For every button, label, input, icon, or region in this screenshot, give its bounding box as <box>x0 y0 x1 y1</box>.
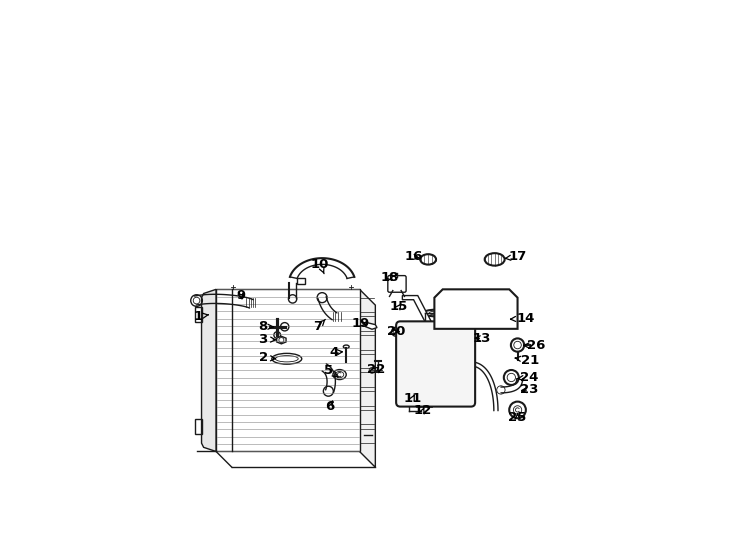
Text: 2: 2 <box>258 352 275 365</box>
Ellipse shape <box>391 327 401 336</box>
Text: 13: 13 <box>473 332 491 345</box>
Polygon shape <box>435 289 517 329</box>
Text: 17: 17 <box>505 251 527 264</box>
Polygon shape <box>366 322 377 329</box>
Text: 1: 1 <box>194 310 208 323</box>
Text: 5: 5 <box>324 364 338 377</box>
Ellipse shape <box>484 253 505 266</box>
Polygon shape <box>277 336 286 344</box>
Ellipse shape <box>335 372 344 377</box>
Text: 21: 21 <box>515 354 539 367</box>
Text: 20: 20 <box>387 325 405 338</box>
Text: 16: 16 <box>404 251 423 264</box>
Text: 3: 3 <box>258 333 275 346</box>
Text: 8: 8 <box>258 320 274 333</box>
Text: 15: 15 <box>390 300 408 313</box>
Ellipse shape <box>421 254 436 265</box>
Text: 4: 4 <box>329 346 342 359</box>
Polygon shape <box>402 295 435 330</box>
Text: 23: 23 <box>520 383 538 396</box>
Text: 18: 18 <box>380 271 399 284</box>
FancyBboxPatch shape <box>396 321 475 407</box>
Text: 22: 22 <box>367 363 385 376</box>
Text: 14: 14 <box>510 312 535 325</box>
Ellipse shape <box>344 345 349 348</box>
Text: 12: 12 <box>414 404 432 417</box>
Ellipse shape <box>424 310 448 316</box>
FancyBboxPatch shape <box>388 275 406 292</box>
Bar <box>297 278 305 285</box>
Polygon shape <box>360 289 375 467</box>
Ellipse shape <box>448 335 454 342</box>
Ellipse shape <box>272 353 302 364</box>
Text: 24: 24 <box>517 371 538 384</box>
Text: 7: 7 <box>313 319 325 333</box>
Polygon shape <box>216 289 360 451</box>
Circle shape <box>509 402 526 418</box>
Text: 9: 9 <box>236 289 246 302</box>
Text: 6: 6 <box>325 400 334 413</box>
Text: 26: 26 <box>524 339 545 352</box>
Polygon shape <box>202 289 216 451</box>
Bar <box>415 399 432 407</box>
Text: 19: 19 <box>352 317 369 330</box>
Text: 11: 11 <box>404 392 422 405</box>
Bar <box>407 388 424 395</box>
Ellipse shape <box>333 369 346 380</box>
Text: 25: 25 <box>509 411 527 424</box>
Text: 10: 10 <box>311 258 330 274</box>
Ellipse shape <box>511 339 524 352</box>
